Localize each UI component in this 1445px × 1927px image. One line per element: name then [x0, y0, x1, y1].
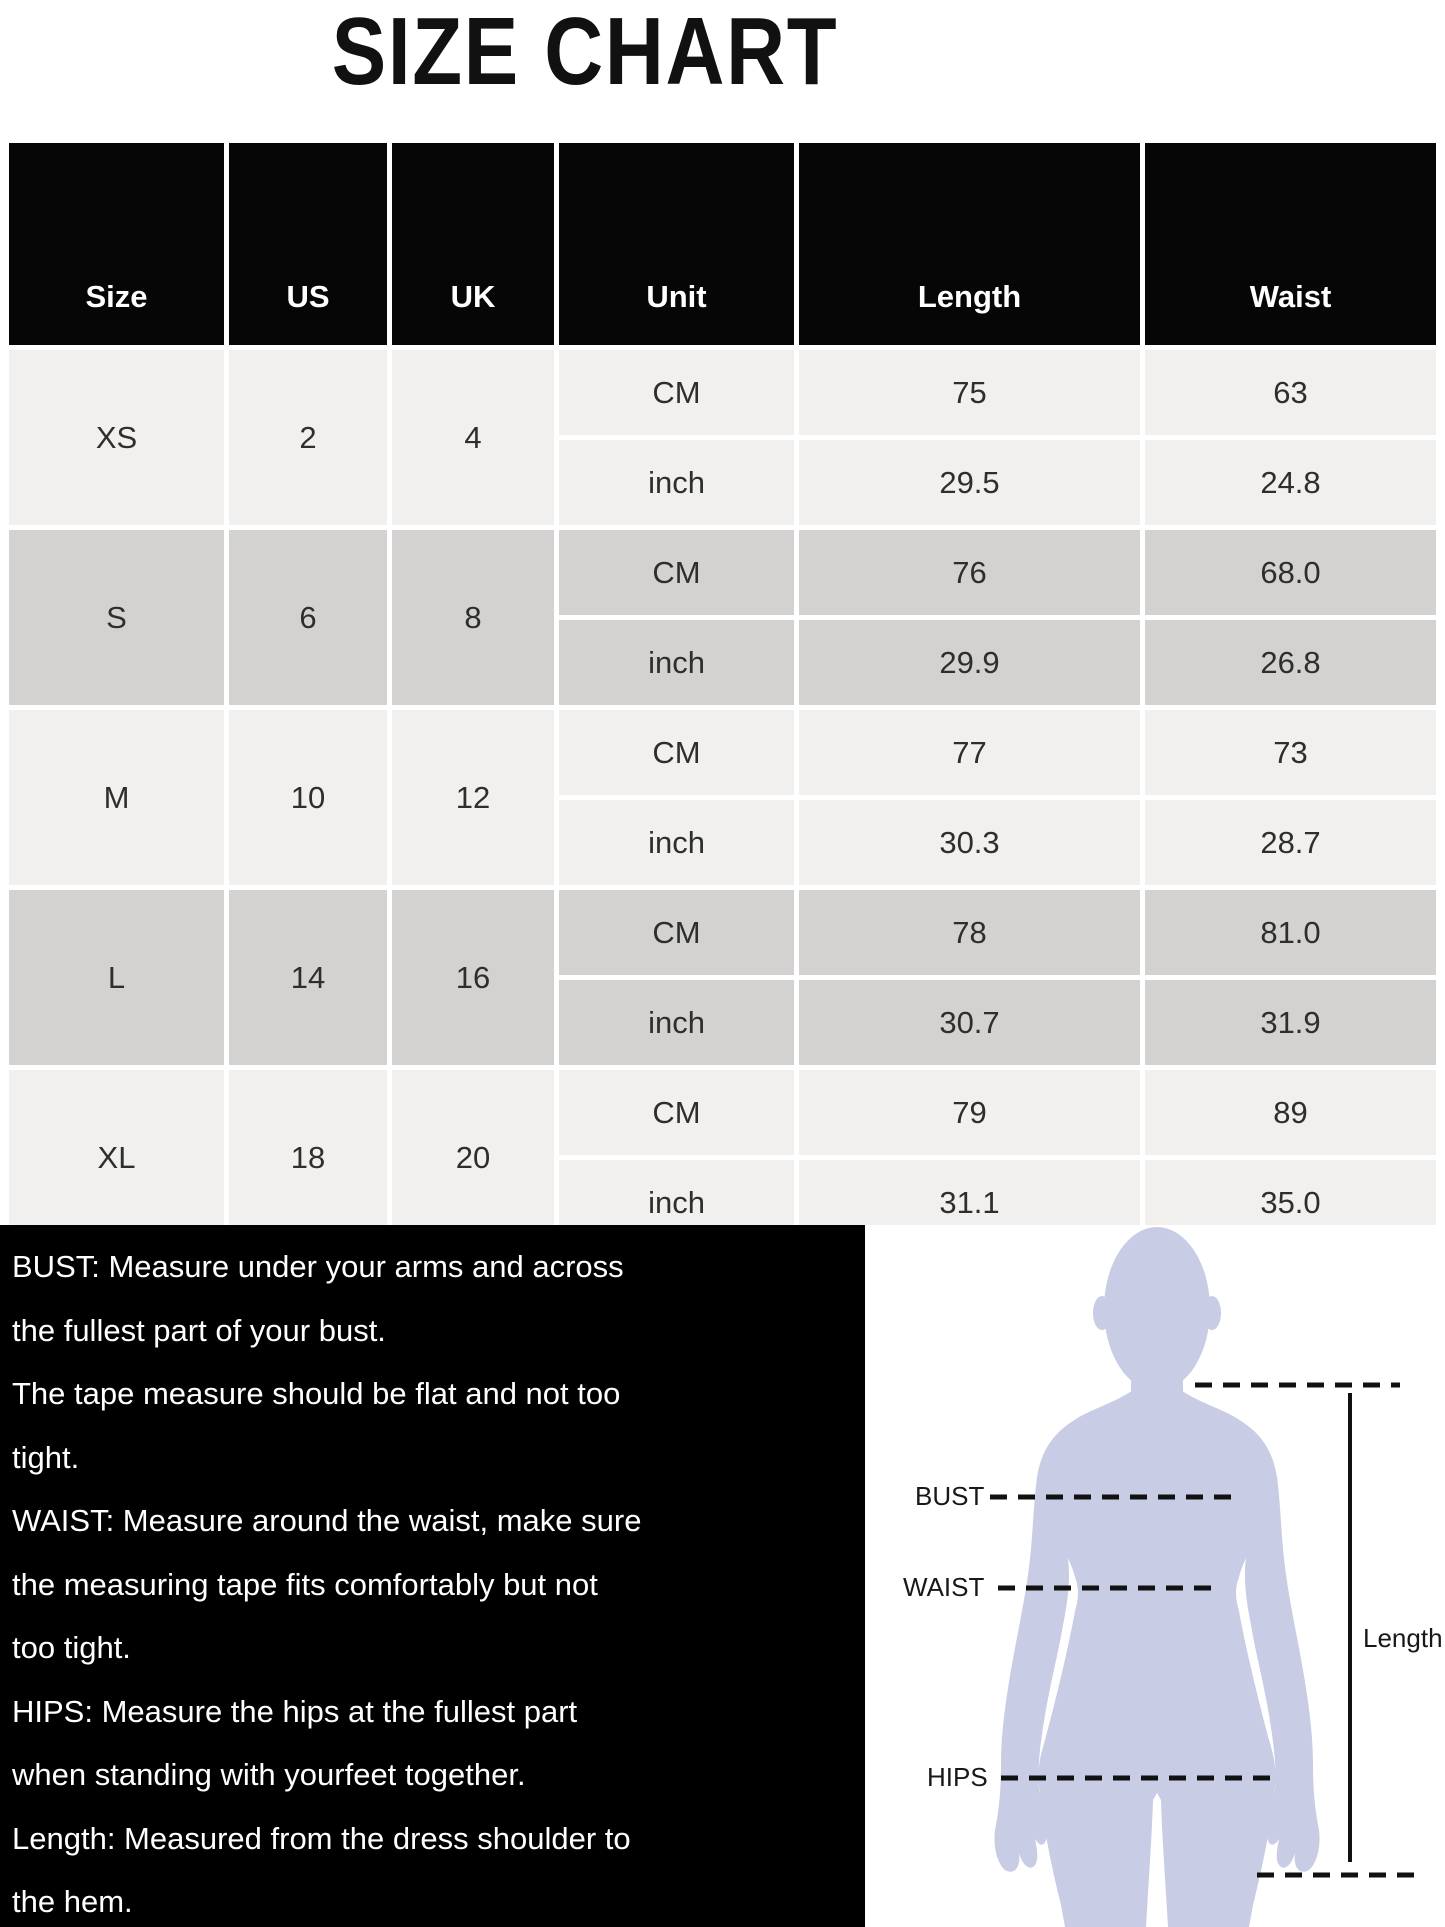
hips-label: HIPS	[927, 1762, 988, 1792]
body-silhouette	[994, 1227, 1320, 1927]
header-cell-waist: Waist	[1145, 143, 1436, 345]
cell-unit: CM	[559, 1070, 794, 1155]
instruction-line: Length: Measured from the dress shoulder…	[12, 1820, 631, 1856]
cell-waist: 89	[1145, 1070, 1436, 1155]
cell-unit: CM	[559, 350, 794, 435]
cell-length: 78	[799, 890, 1140, 975]
table-row-m-cm: M 10 12 CM 77 73	[9, 710, 1436, 885]
header-cell-size: Size	[9, 143, 224, 345]
instruction-line: the measuring tape fits comfortably but …	[12, 1566, 598, 1602]
table-header-row: Size US UK Unit Length Waist	[9, 143, 1436, 345]
cell-waist: 73	[1145, 710, 1436, 795]
cell-length: 75	[799, 350, 1140, 435]
cell-us: 10	[229, 710, 387, 885]
cell-us: 14	[229, 890, 387, 1065]
instruction-line: The tape measure should be flat and not …	[12, 1376, 621, 1411]
cell-waist: 28.7	[1145, 800, 1436, 885]
header-cell-uk: UK	[392, 143, 554, 345]
cell-waist: 63	[1145, 350, 1436, 435]
instruction-line: the hem.	[12, 1884, 133, 1919]
title-area: SIZE CHART	[0, 0, 1170, 104]
page-title: SIZE CHART	[331, 0, 839, 105]
cell-unit: CM	[559, 530, 794, 615]
cell-waist: 81.0	[1145, 890, 1436, 975]
measurement-diagram: BUST WAIST HIPS Length	[865, 1225, 1445, 1927]
cell-waist: 31.9	[1145, 980, 1436, 1065]
cell-unit: CM	[559, 710, 794, 795]
table-row-l-inch: inch 30.7 31.9	[9, 980, 1436, 1065]
cell-length: 29.9	[799, 620, 1140, 705]
instruction-line: BUST: Measure under your arms and across	[12, 1249, 624, 1284]
cell-unit: CM	[559, 890, 794, 975]
cell-unit: inch	[559, 980, 794, 1065]
cell-length: 29.5	[799, 440, 1140, 525]
table-row-xl-cm: XL 18 20 CM 79 89	[9, 1070, 1436, 1245]
cell-unit: inch	[559, 440, 794, 525]
cell-length: 79	[799, 1070, 1140, 1155]
instruction-line: WAIST: Measure around the waist, make su…	[12, 1503, 642, 1538]
cell-size: XS	[9, 350, 224, 525]
measuring-instructions-panel: BUST: Measure under your arms and across…	[0, 1225, 865, 1927]
cell-us: 18	[229, 1070, 387, 1245]
cell-length: 76	[799, 530, 1140, 615]
table-row-s-inch: inch 29.9 26.8	[9, 620, 1436, 705]
instruction-line: when standing with yourfeet together.	[12, 1757, 526, 1792]
cell-length: 30.7	[799, 980, 1140, 1065]
cell-unit: inch	[559, 620, 794, 705]
cell-size: M	[9, 710, 224, 885]
cell-length: 77	[799, 710, 1140, 795]
body-silhouette-figure	[990, 1227, 1417, 1927]
cell-waist: 26.8	[1145, 620, 1436, 705]
bust-label: BUST	[915, 1481, 985, 1511]
header-cell-us: US	[229, 143, 387, 345]
table-row-xs-cm: XS 2 4 CM 75 63	[9, 350, 1436, 525]
cell-us: 6	[229, 530, 387, 705]
instruction-line: too tight.	[12, 1630, 131, 1665]
length-label: Length	[1363, 1623, 1443, 1653]
cell-uk: 16	[392, 890, 554, 1065]
cell-uk: 4	[392, 350, 554, 525]
cell-unit: inch	[559, 800, 794, 885]
waist-label: WAIST	[903, 1572, 985, 1602]
instruction-line: the fullest part of your bust.	[12, 1312, 386, 1348]
measurement-lines	[990, 1382, 1417, 1878]
header-cell-unit: Unit	[559, 143, 794, 345]
instruction-line: tight.	[12, 1439, 80, 1475]
cell-uk: 20	[392, 1070, 554, 1245]
cell-us: 2	[229, 350, 387, 525]
instruction-line: HIPS: Measure the hips at the fullest pa…	[12, 1693, 578, 1729]
cell-uk: 12	[392, 710, 554, 885]
cell-size: XL	[9, 1070, 224, 1245]
size-table: Size US UK Unit Length Waist XS 2 4 CM 7…	[4, 138, 1441, 1250]
table-row-l-cm: L 14 16 CM 78 81.0	[9, 890, 1436, 1065]
header-cell-length: Length	[799, 143, 1140, 345]
table-row-xs-inch: inch 29.5 24.8	[9, 440, 1436, 525]
cell-waist: 24.8	[1145, 440, 1436, 525]
cell-size: S	[9, 530, 224, 705]
table-row-s-cm: S 6 8 CM 76 68.0	[9, 530, 1436, 705]
cell-uk: 8	[392, 530, 554, 705]
cell-waist: 68.0	[1145, 530, 1436, 615]
cell-length: 30.3	[799, 800, 1140, 885]
cell-size: L	[9, 890, 224, 1065]
table-row-m-inch: inch 30.3 28.7	[9, 800, 1436, 885]
